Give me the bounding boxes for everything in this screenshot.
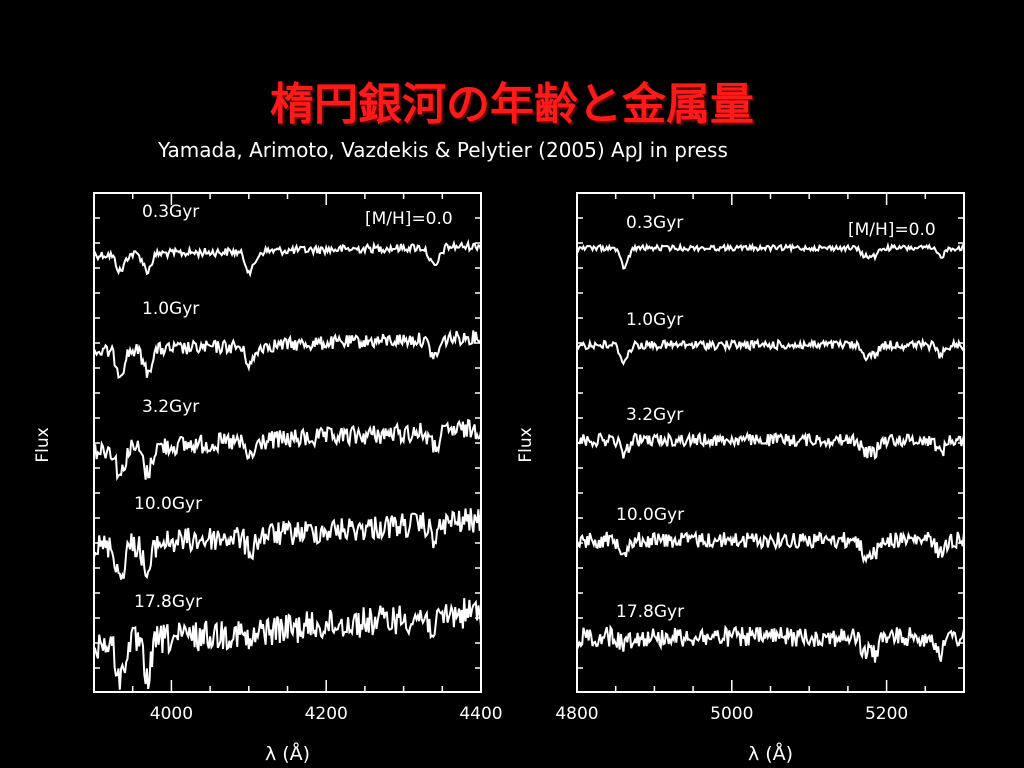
x-tick-label: 4000 [150,704,193,724]
plot-frame [93,192,482,693]
x-axis-label: λ (Å) [748,742,793,765]
x-tick-label: 4200 [305,704,348,724]
series-label: 3.2Gyr [142,397,199,417]
series-label: 1.0Gyr [142,299,199,319]
series-label: 3.2Gyr [626,405,683,425]
metallicity-annotation: [M/H]=0.0 [848,220,936,240]
spectrum-line-17.8Gyr [576,624,965,663]
series-label: 17.8Gyr [134,592,202,612]
series-label: 1.0Gyr [626,310,683,330]
y-axis-label: Flux [33,427,53,462]
spectrum-line-17.8Gyr [93,598,482,690]
series-label: 0.3Gyr [142,202,199,222]
chart-panel-1: 4000 4200 4400 λ (Å) Flux [M/H]=0.0 0.3Gyr 1.0G… [33,192,503,765]
spectrum-line-0.3Gyr [93,238,482,278]
series-label: 17.8Gyr [616,602,684,622]
x-tick-label: 5200 [865,704,908,724]
spectrum-line-3.2Gyr [576,430,965,461]
x-tick-label: 4800 [555,704,598,724]
spectrum-line-1.0Gyr [576,337,965,366]
series-label: 10.0Gyr [616,505,684,525]
slide-subtitle: Yamada, Arimoto, Vazdekis & Pelytier (20… [158,138,728,162]
x-tick-label: 4400 [459,704,502,724]
series-label: 10.0Gyr [134,494,202,514]
y-axis-label: Flux [516,427,536,462]
x-tick-label: 5000 [710,704,753,724]
spectrum-line-10.0Gyr [93,508,482,580]
series-label: 0.3Gyr [626,213,683,233]
x-axis-label: λ (Å) [265,742,310,765]
spectrum-line-0.3Gyr [576,241,965,270]
spectrum-line-10.0Gyr [576,529,965,565]
slide-title: 楕円銀河の年齢と金属量 [270,79,754,130]
chart-panel-2: 4800 5000 5200 λ (Å) Flux [M/H]=0.0 0.3Gyr 1.0G… [516,192,965,765]
spectrum-line-1.0Gyr [93,329,482,379]
metallicity-annotation: [M/H]=0.0 [365,209,453,229]
spectrum-line-3.2Gyr [93,418,482,482]
